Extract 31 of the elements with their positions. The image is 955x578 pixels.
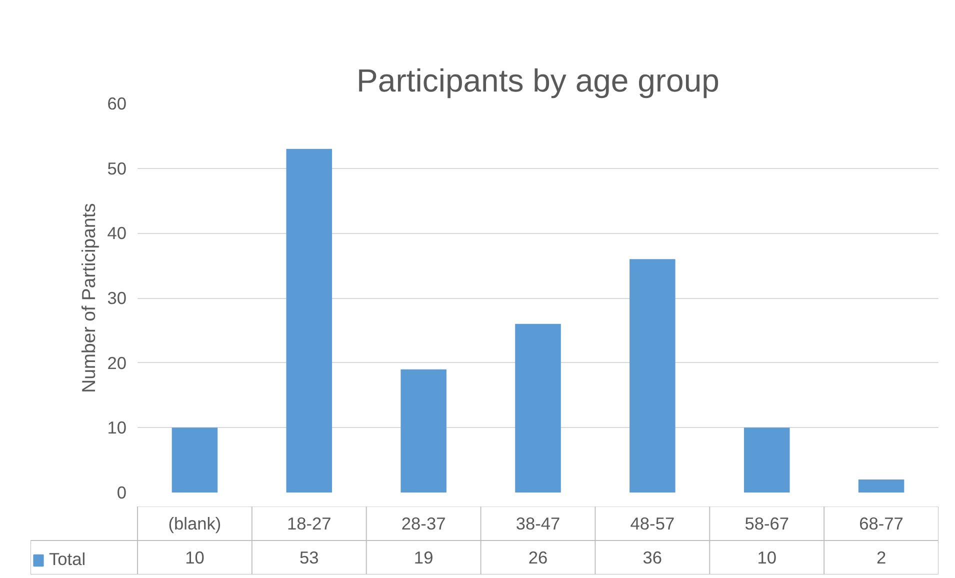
data-label: 10 [185, 548, 204, 568]
y-tick-label: 0 [116, 482, 127, 502]
bar [858, 480, 904, 492]
y-tick-label: 40 [107, 223, 127, 244]
x-tick-label: 68-77 [859, 514, 904, 534]
x-tick-label: 58-67 [744, 514, 790, 534]
bar [630, 259, 676, 492]
data-label: 19 [414, 548, 434, 568]
bar [172, 428, 218, 492]
x-tick-label: 18-27 [286, 514, 332, 534]
legend-label: Total [49, 549, 86, 570]
data-label: 10 [757, 548, 776, 568]
data-label: 2 [876, 548, 886, 568]
x-tick-label: 28-37 [401, 514, 446, 534]
data-label: 26 [528, 548, 548, 568]
y-tick-label: 30 [107, 288, 127, 308]
x-tick-label: 48-57 [630, 514, 675, 534]
bar [744, 428, 790, 492]
bar [400, 369, 446, 492]
y-tick-label: 50 [107, 158, 127, 178]
y-tick-label: 60 [107, 94, 127, 114]
data-label: 36 [642, 548, 662, 568]
chart-title: Participants by age group [356, 62, 720, 98]
y-tick-label: 10 [107, 418, 127, 438]
data-label: 53 [300, 548, 319, 568]
y-axis-title: Number of Participants [78, 203, 100, 393]
x-tick-label: (blank) [168, 514, 222, 534]
x-tick-label: 38-47 [516, 514, 560, 534]
bar [286, 148, 332, 492]
bar [515, 324, 561, 492]
y-tick-label: 20 [107, 352, 127, 373]
